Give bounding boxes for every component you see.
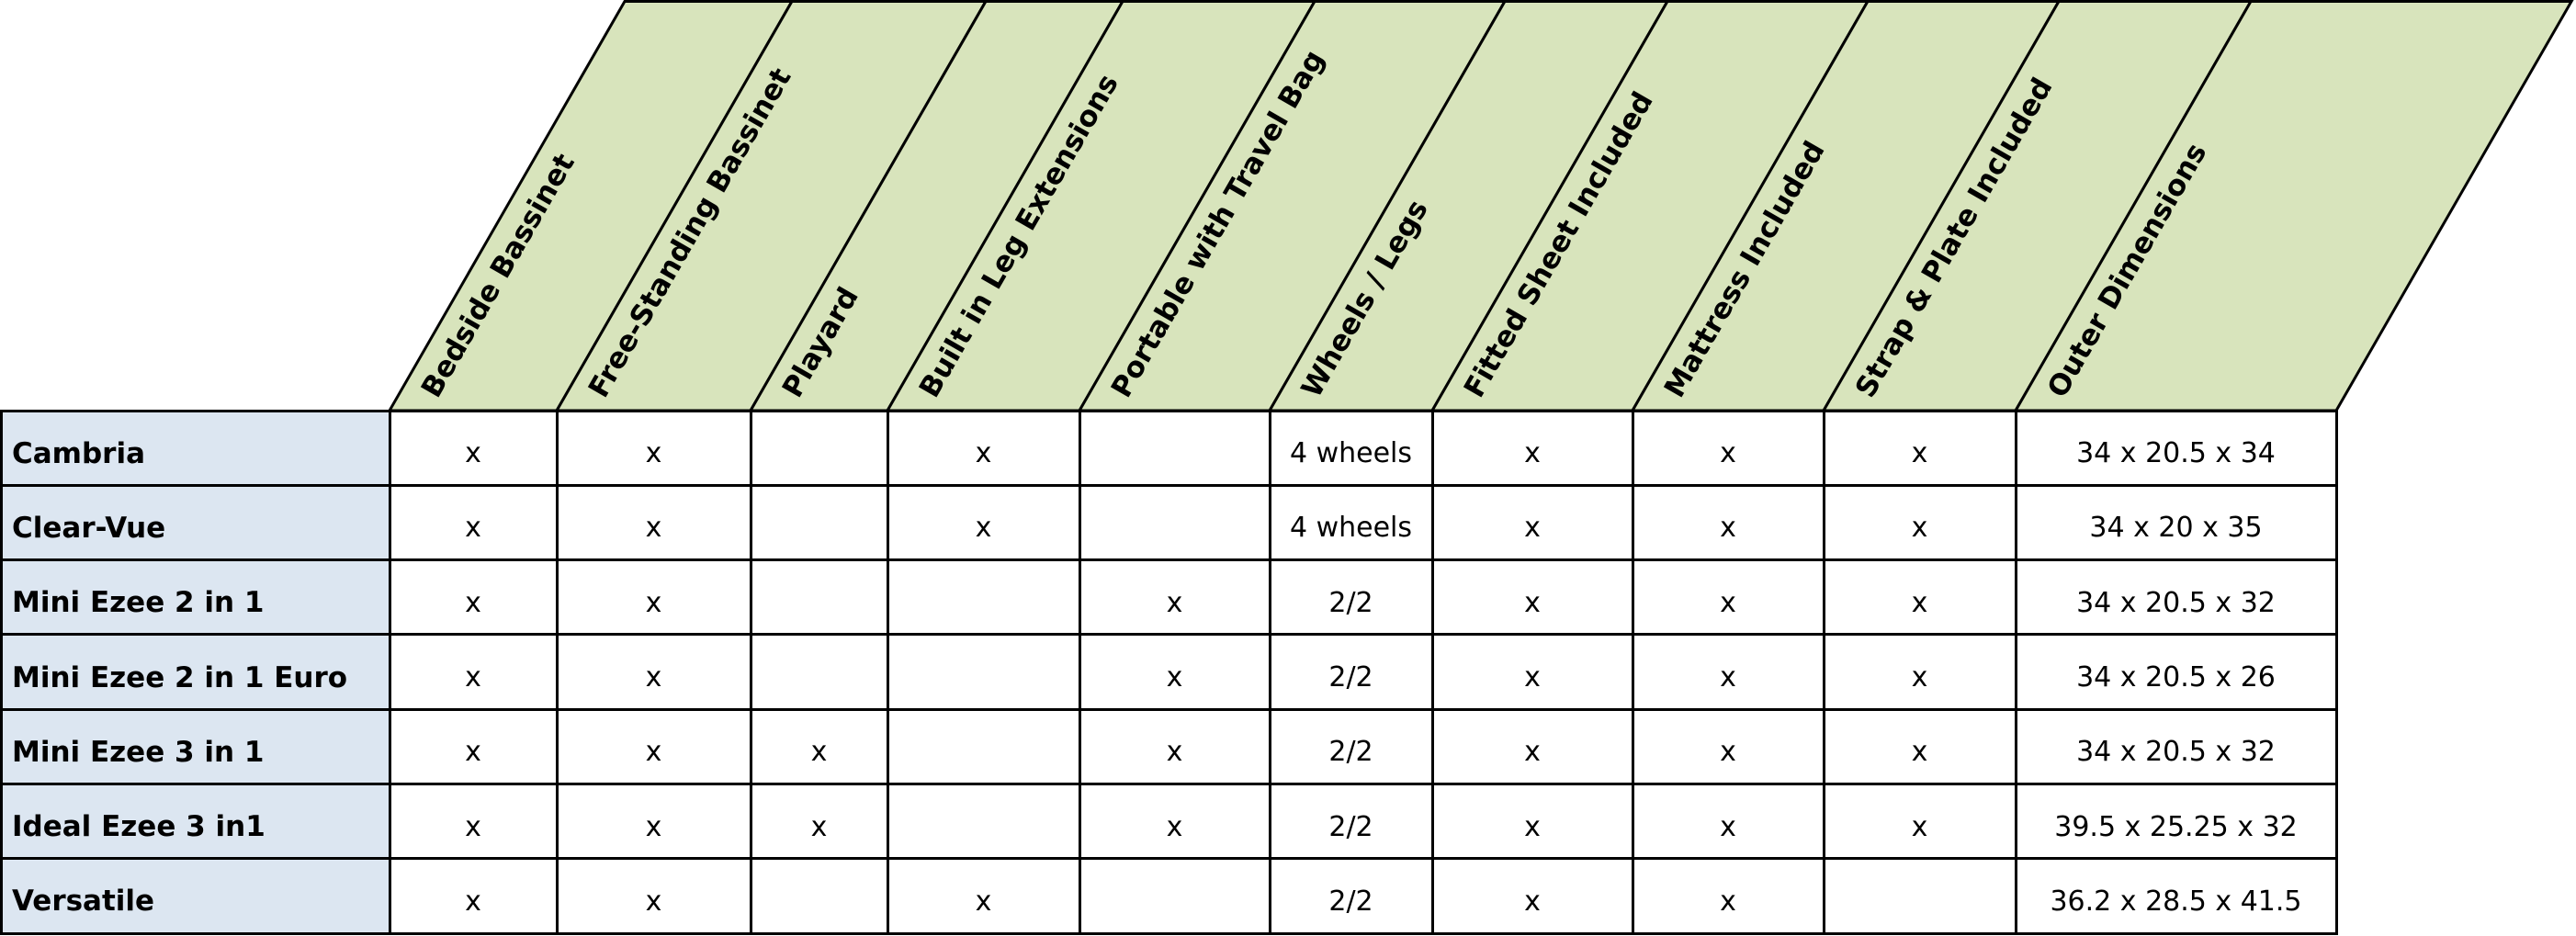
table-cell: x <box>1078 783 1271 861</box>
table-cell: 2/2 <box>1268 783 1434 861</box>
table-cell: x <box>1430 633 1634 711</box>
table-cell: x <box>1430 558 1634 637</box>
table-cell: x <box>1631 558 1825 637</box>
row-label: Mini Ezee 3 in 1 <box>0 707 391 785</box>
table-cell: 34 x 20.5 x 32 <box>2014 558 2338 637</box>
table-cell: x <box>555 633 752 711</box>
table-cell: x <box>749 707 889 785</box>
table-cell: x <box>1430 483 1634 562</box>
table-cell: 4 wheels <box>1268 483 1434 562</box>
table-cell: x <box>1631 409 1825 487</box>
table-cell <box>749 558 889 637</box>
table-cell: x <box>886 483 1081 562</box>
table-cell: x <box>388 633 559 711</box>
table-cell: x <box>1430 707 1634 785</box>
table-cell <box>886 707 1081 785</box>
table-cell <box>1078 857 1271 935</box>
table-cell <box>749 483 889 562</box>
table-cell <box>1078 483 1271 562</box>
table-cell: 2/2 <box>1268 707 1434 785</box>
table-cell: 2/2 <box>1268 633 1434 711</box>
table-cell <box>749 409 889 487</box>
table-cell: x <box>1822 783 2017 861</box>
table-cell: x <box>1822 483 2017 562</box>
table-cell: x <box>555 409 752 487</box>
table-cell: x <box>886 409 1081 487</box>
table-cell: 34 x 20.5 x 34 <box>2014 409 2338 487</box>
table-cell: x <box>1822 409 2017 487</box>
table-cell: 2/2 <box>1268 857 1434 935</box>
row-label: Versatile <box>0 857 391 935</box>
row-label: Mini Ezee 2 in 1 Euro <box>0 633 391 711</box>
table-cell: 34 x 20.5 x 32 <box>2014 707 2338 785</box>
table-cell <box>749 633 889 711</box>
table-cell: 39.5 x 25.25 x 32 <box>2014 783 2338 861</box>
row-label: Mini Ezee 2 in 1 <box>0 558 391 637</box>
table-cell: 34 x 20.5 x 26 <box>2014 633 2338 711</box>
table-cell: x <box>1430 857 1634 935</box>
row-label: Cambria <box>0 409 391 487</box>
table-cell: x <box>1078 633 1271 711</box>
table-cell: x <box>1631 633 1825 711</box>
row-label: Ideal Ezee 3 in1 <box>0 783 391 861</box>
table-cell: x <box>1631 857 1825 935</box>
table-cell <box>886 783 1081 861</box>
table-cell <box>886 633 1081 711</box>
table-cell: x <box>388 409 559 487</box>
table-cell: x <box>388 483 559 562</box>
table-cell: x <box>749 783 889 861</box>
table-cell: x <box>555 857 752 935</box>
table-cell: x <box>388 707 559 785</box>
table-cell <box>1822 857 2017 935</box>
table-cell: 34 x 20 x 35 <box>2014 483 2338 562</box>
table-cell: x <box>1822 558 2017 637</box>
row-label: Clear-Vue <box>0 483 391 562</box>
table-cell: 36.2 x 28.5 x 41.5 <box>2014 857 2338 935</box>
table-cell: x <box>1430 783 1634 861</box>
table-cell: x <box>1078 558 1271 637</box>
table-cell: 2/2 <box>1268 558 1434 637</box>
table-cell: x <box>1631 783 1825 861</box>
table-cell: x <box>1430 409 1634 487</box>
table-cell: x <box>555 783 752 861</box>
table-cell: 4 wheels <box>1268 409 1434 487</box>
table-cell: x <box>1822 633 2017 711</box>
table-cell: x <box>388 783 559 861</box>
table-cell: x <box>555 707 752 785</box>
column-headers: Bedside Bassinet Free-Standing BassinetPl… <box>387 0 2574 412</box>
table-cell: x <box>555 483 752 562</box>
table-cell: x <box>886 857 1081 935</box>
table-cell <box>886 558 1081 637</box>
table-cell <box>1078 409 1271 487</box>
table-cell: x <box>388 857 559 935</box>
table-cell: x <box>1822 707 2017 785</box>
table-cell: x <box>388 558 559 637</box>
table-cell: x <box>1631 483 1825 562</box>
table-cell: x <box>1078 707 1271 785</box>
table-cell <box>749 857 889 935</box>
table-cell: x <box>1631 707 1825 785</box>
table-cell: x <box>555 558 752 637</box>
